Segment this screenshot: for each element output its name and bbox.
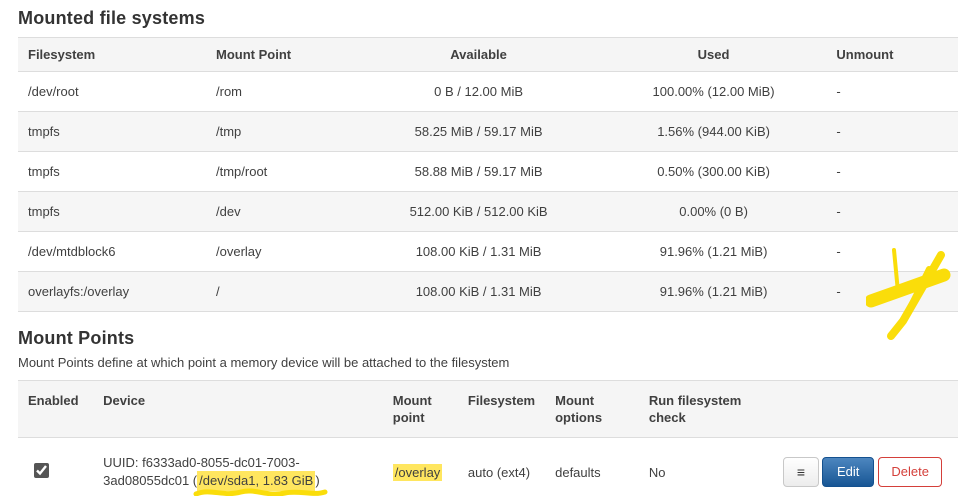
mount-points-title: Mount Points (18, 328, 135, 348)
cell-filesystem: tmpfs (18, 191, 206, 232)
edit-button[interactable]: Edit (822, 457, 875, 488)
cell-used: 0.50% (300.00 KiB) (600, 151, 827, 192)
table-row: overlayfs:/overlay / 108.00 KiB / 1.31 M… (18, 271, 958, 312)
page-content: Mounted file systems Filesystem Mount Po… (0, 8, 976, 496)
column-header-enabled: Enabled (18, 380, 94, 438)
column-header-mount-point: Mount Point (206, 37, 357, 72)
cell-mount-point: /tmp (206, 111, 357, 152)
cell-mount-point: /tmp/root (206, 151, 357, 192)
mounted-filesystems-table: Filesystem Mount Point Available Used Un… (18, 37, 958, 312)
highlight-mount-point: /overlay (392, 463, 443, 481)
cell-actions: ≡ Edit Delete (770, 437, 958, 496)
cell-available: 108.00 KiB / 1.31 MiB (356, 271, 601, 312)
cell-unmount: - (826, 231, 958, 272)
cell-available: 58.25 MiB / 59.17 MiB (356, 111, 601, 152)
cell-mount-point: /rom (206, 71, 357, 112)
cell-mount-point: / (206, 271, 357, 312)
cell-mount-point: /overlay (206, 231, 357, 272)
table-header-row: Enabled Device Mount point Filesystem Mo… (18, 380, 958, 438)
cell-unmount: - (826, 71, 958, 112)
cell-mount-point: /dev (206, 191, 357, 232)
column-header-mount-point: Mount point (382, 380, 458, 438)
cell-unmount: - (826, 271, 958, 312)
column-header-actions (769, 380, 958, 438)
cell-available: 58.88 MiB / 59.17 MiB (356, 151, 601, 192)
column-header-filesystem: Filesystem (457, 380, 546, 438)
cell-filesystem: /dev/mtdblock6 (18, 231, 206, 272)
table-row: /dev/mtdblock6 /overlay 108.00 KiB / 1.3… (18, 231, 958, 272)
cell-available: 512.00 KiB / 512.00 KiB (356, 191, 601, 232)
table-row: tmpfs /tmp 58.25 MiB / 59.17 MiB 1.56% (… (18, 111, 958, 152)
column-header-mount-options: Mount options (545, 380, 639, 438)
cell-used: 91.96% (1.21 MiB) (600, 231, 827, 272)
hamburger-icon: ≡ (796, 464, 806, 481)
enabled-checkbox[interactable] (34, 463, 49, 479)
cell-filesystem: /dev/root (18, 71, 206, 112)
cell-unmount: - (826, 191, 958, 232)
cell-filesystem: auto (ext4) (467, 464, 531, 480)
column-header-unmount: Unmount (826, 37, 958, 72)
cell-mount-options: defaults (555, 464, 601, 480)
delete-button[interactable]: Delete (878, 457, 942, 488)
mount-points-table: Enabled Device Mount point Filesystem Mo… (18, 380, 958, 496)
cell-filesystem: tmpfs (18, 111, 206, 152)
table-row: tmpfs /dev 512.00 KiB / 512.00 KiB 0.00%… (18, 191, 958, 232)
table-row: /dev/root /rom 0 B / 12.00 MiB 100.00% (… (18, 71, 958, 112)
cell-enabled (18, 437, 93, 496)
column-header-available: Available (356, 37, 601, 72)
device-suffix: ) (315, 473, 320, 489)
device-uuid-line1: UUID: f6333ad0-8055-dc01-7003- (103, 454, 300, 470)
cell-mount-point: /overlay (383, 437, 458, 496)
column-header-run-filesystem-check: Run filesystem check (638, 380, 770, 438)
device-uuid-line2: 3ad08055dc01 ( (103, 473, 198, 489)
highlight-device-path: /dev/sda1, 1.83 GiB (193, 471, 328, 496)
menu-button[interactable]: ≡ (782, 457, 820, 488)
cell-unmount: - (826, 151, 958, 192)
table-row: tmpfs /tmp/root 58.88 MiB / 59.17 MiB 0.… (18, 151, 958, 192)
cell-filesystem: tmpfs (18, 151, 206, 192)
cell-unmount: - (826, 111, 958, 152)
cell-run-fsck: No (648, 464, 666, 480)
cell-used: 1.56% (944.00 KiB) (600, 111, 827, 152)
cell-device: UUID: f6333ad0-8055-dc01-7003- 3ad08055d… (93, 437, 383, 496)
cell-available: 0 B / 12.00 MiB (356, 71, 601, 112)
cell-available: 108.00 KiB / 1.31 MiB (356, 231, 601, 272)
table-header-row: Filesystem Mount Point Available Used Un… (18, 37, 958, 72)
cell-used: 91.96% (1.21 MiB) (600, 271, 827, 312)
column-header-device: Device (93, 380, 383, 438)
cell-used: 0.00% (0 B) (600, 191, 827, 232)
mount-point-row: UUID: f6333ad0-8055-dc01-7003- 3ad08055d… (18, 437, 958, 496)
mounted-filesystems-title: Mounted file systems (18, 8, 206, 28)
mount-points-description: Mount Points define at which point a mem… (18, 355, 510, 370)
column-header-filesystem: Filesystem (18, 37, 206, 72)
cell-filesystem: overlayfs:/overlay (18, 271, 206, 312)
cell-used: 100.00% (12.00 MiB) (600, 71, 827, 112)
column-header-used: Used (600, 37, 827, 72)
